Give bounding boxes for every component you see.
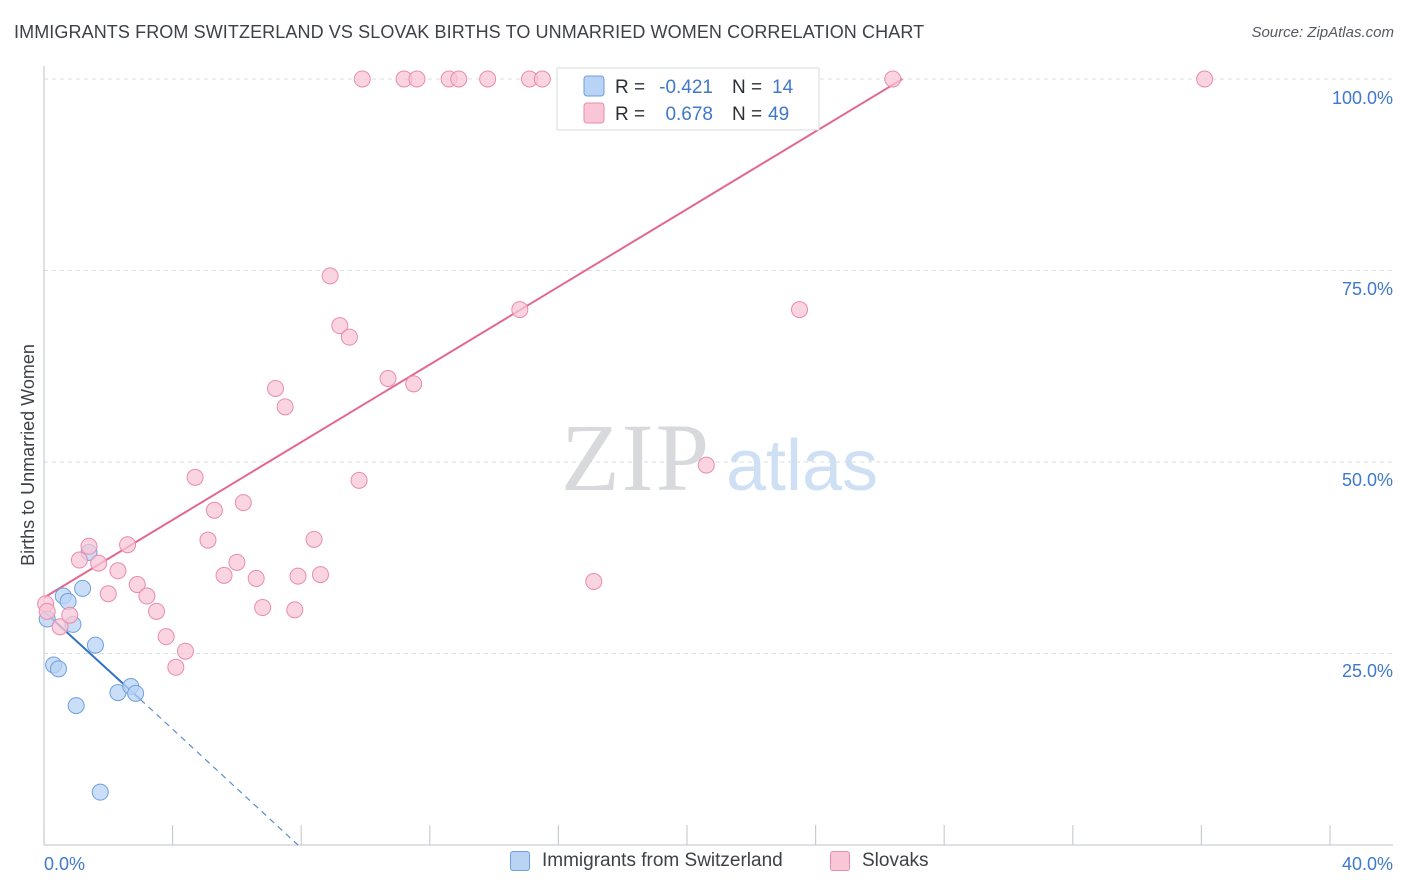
- pink-point: [70, 551, 88, 569]
- stats-r-value: -0.421: [659, 77, 713, 98]
- points-layer: [37, 70, 1214, 801]
- legend-item-slovaks[interactable]: Slovaks: [830, 850, 929, 872]
- blue-trend-extension: [140, 699, 299, 846]
- y-tick-label: 75.0%: [1342, 279, 1393, 299]
- grid-layer: [44, 78, 1395, 654]
- stats-legend-swatch-blue: [583, 75, 605, 97]
- pink-point: [109, 562, 127, 580]
- pink-point: [215, 566, 233, 584]
- blue-point: [67, 697, 85, 715]
- pink-point: [276, 398, 294, 416]
- pink-point: [286, 601, 304, 619]
- stats-r-label: R =: [615, 77, 645, 98]
- y-tick-label: 50.0%: [1342, 470, 1393, 490]
- pink-point: [199, 531, 217, 549]
- pink-point: [228, 553, 246, 571]
- stats-legend: R = -0.421 N = 14 R = 0.678 N = 49: [556, 67, 820, 131]
- pink-point: [331, 317, 349, 335]
- stats-n-value: 14: [772, 77, 794, 98]
- stats-legend-swatch-pink: [583, 102, 605, 124]
- blue-point: [49, 660, 67, 678]
- pink-point: [254, 599, 272, 617]
- pink-point: [405, 375, 423, 393]
- pink-point: [450, 70, 468, 88]
- chart-title: IMMIGRANTS FROM SWITZERLAND VS SLOVAK BI…: [14, 22, 925, 42]
- y-tick-label: 100.0%: [1332, 88, 1393, 108]
- pink-point: [128, 576, 146, 594]
- blue-point: [127, 684, 145, 702]
- y-tick-label: 25.0%: [1342, 661, 1393, 681]
- x-tick-label-min: 0.0%: [44, 854, 85, 874]
- blue-point: [86, 636, 104, 654]
- legend-label: Immigrants from Switzerland: [542, 850, 783, 871]
- legend-label: Slovaks: [862, 850, 929, 871]
- pink-point: [791, 301, 809, 319]
- watermark-atlas: atlas: [726, 426, 878, 506]
- stats-r-label: R =: [615, 104, 645, 125]
- pink-point: [186, 468, 204, 486]
- pink-point: [1196, 70, 1214, 88]
- pink-point: [379, 370, 397, 388]
- pink-point: [697, 456, 715, 474]
- x-tick-label-max: 40.0%: [1342, 854, 1393, 874]
- pink-point: [247, 569, 265, 587]
- pink-point: [157, 628, 175, 646]
- legend-item-switzerland[interactable]: Immigrants from Switzerland: [510, 850, 783, 872]
- stats-n-label: N =: [732, 77, 762, 98]
- source-label: Source: ZipAtlas.com: [1251, 24, 1394, 41]
- stats-r-value: 0.678: [665, 104, 713, 125]
- stats-n-value: 49: [768, 104, 789, 125]
- watermark: ZIP atlas: [561, 404, 878, 511]
- pink-point: [305, 530, 323, 548]
- pink-point: [148, 602, 166, 620]
- pink-point: [884, 70, 902, 88]
- pink-point: [167, 658, 185, 676]
- pink-point: [311, 566, 329, 584]
- pink-point: [511, 301, 529, 319]
- legend-swatch-blue: [510, 851, 530, 871]
- pink-point: [408, 70, 426, 88]
- pink-point: [90, 554, 108, 572]
- y-axis-label: Births to Unmarried Women: [18, 344, 38, 566]
- pink-point: [350, 471, 368, 489]
- blue-point: [74, 579, 92, 597]
- pink-point: [176, 642, 194, 660]
- pink-point: [80, 537, 98, 555]
- pink-trend-line: [43, 78, 903, 599]
- pink-point: [289, 567, 307, 585]
- pink-point: [340, 328, 358, 346]
- pink-point: [234, 494, 252, 512]
- axis-layer: [43, 66, 1393, 846]
- pink-point: [99, 585, 117, 603]
- bottom-legend: Immigrants from Switzerland Slovaks: [0, 850, 1406, 880]
- pink-point: [61, 606, 79, 624]
- watermark-zip: ZIP: [561, 404, 711, 511]
- pink-point: [205, 501, 223, 519]
- pink-point: [353, 70, 371, 88]
- pink-point: [479, 70, 497, 88]
- legend-swatch-pink: [830, 851, 850, 871]
- pink-point: [119, 536, 137, 554]
- pink-point: [51, 618, 69, 636]
- stats-n-label: N =: [732, 104, 762, 125]
- pink-point: [533, 70, 551, 88]
- pink-point: [585, 572, 603, 590]
- pink-point: [138, 587, 156, 605]
- pink-point: [38, 602, 56, 620]
- pink-point: [321, 267, 339, 285]
- blue-point: [91, 783, 109, 801]
- pink-point: [266, 379, 284, 397]
